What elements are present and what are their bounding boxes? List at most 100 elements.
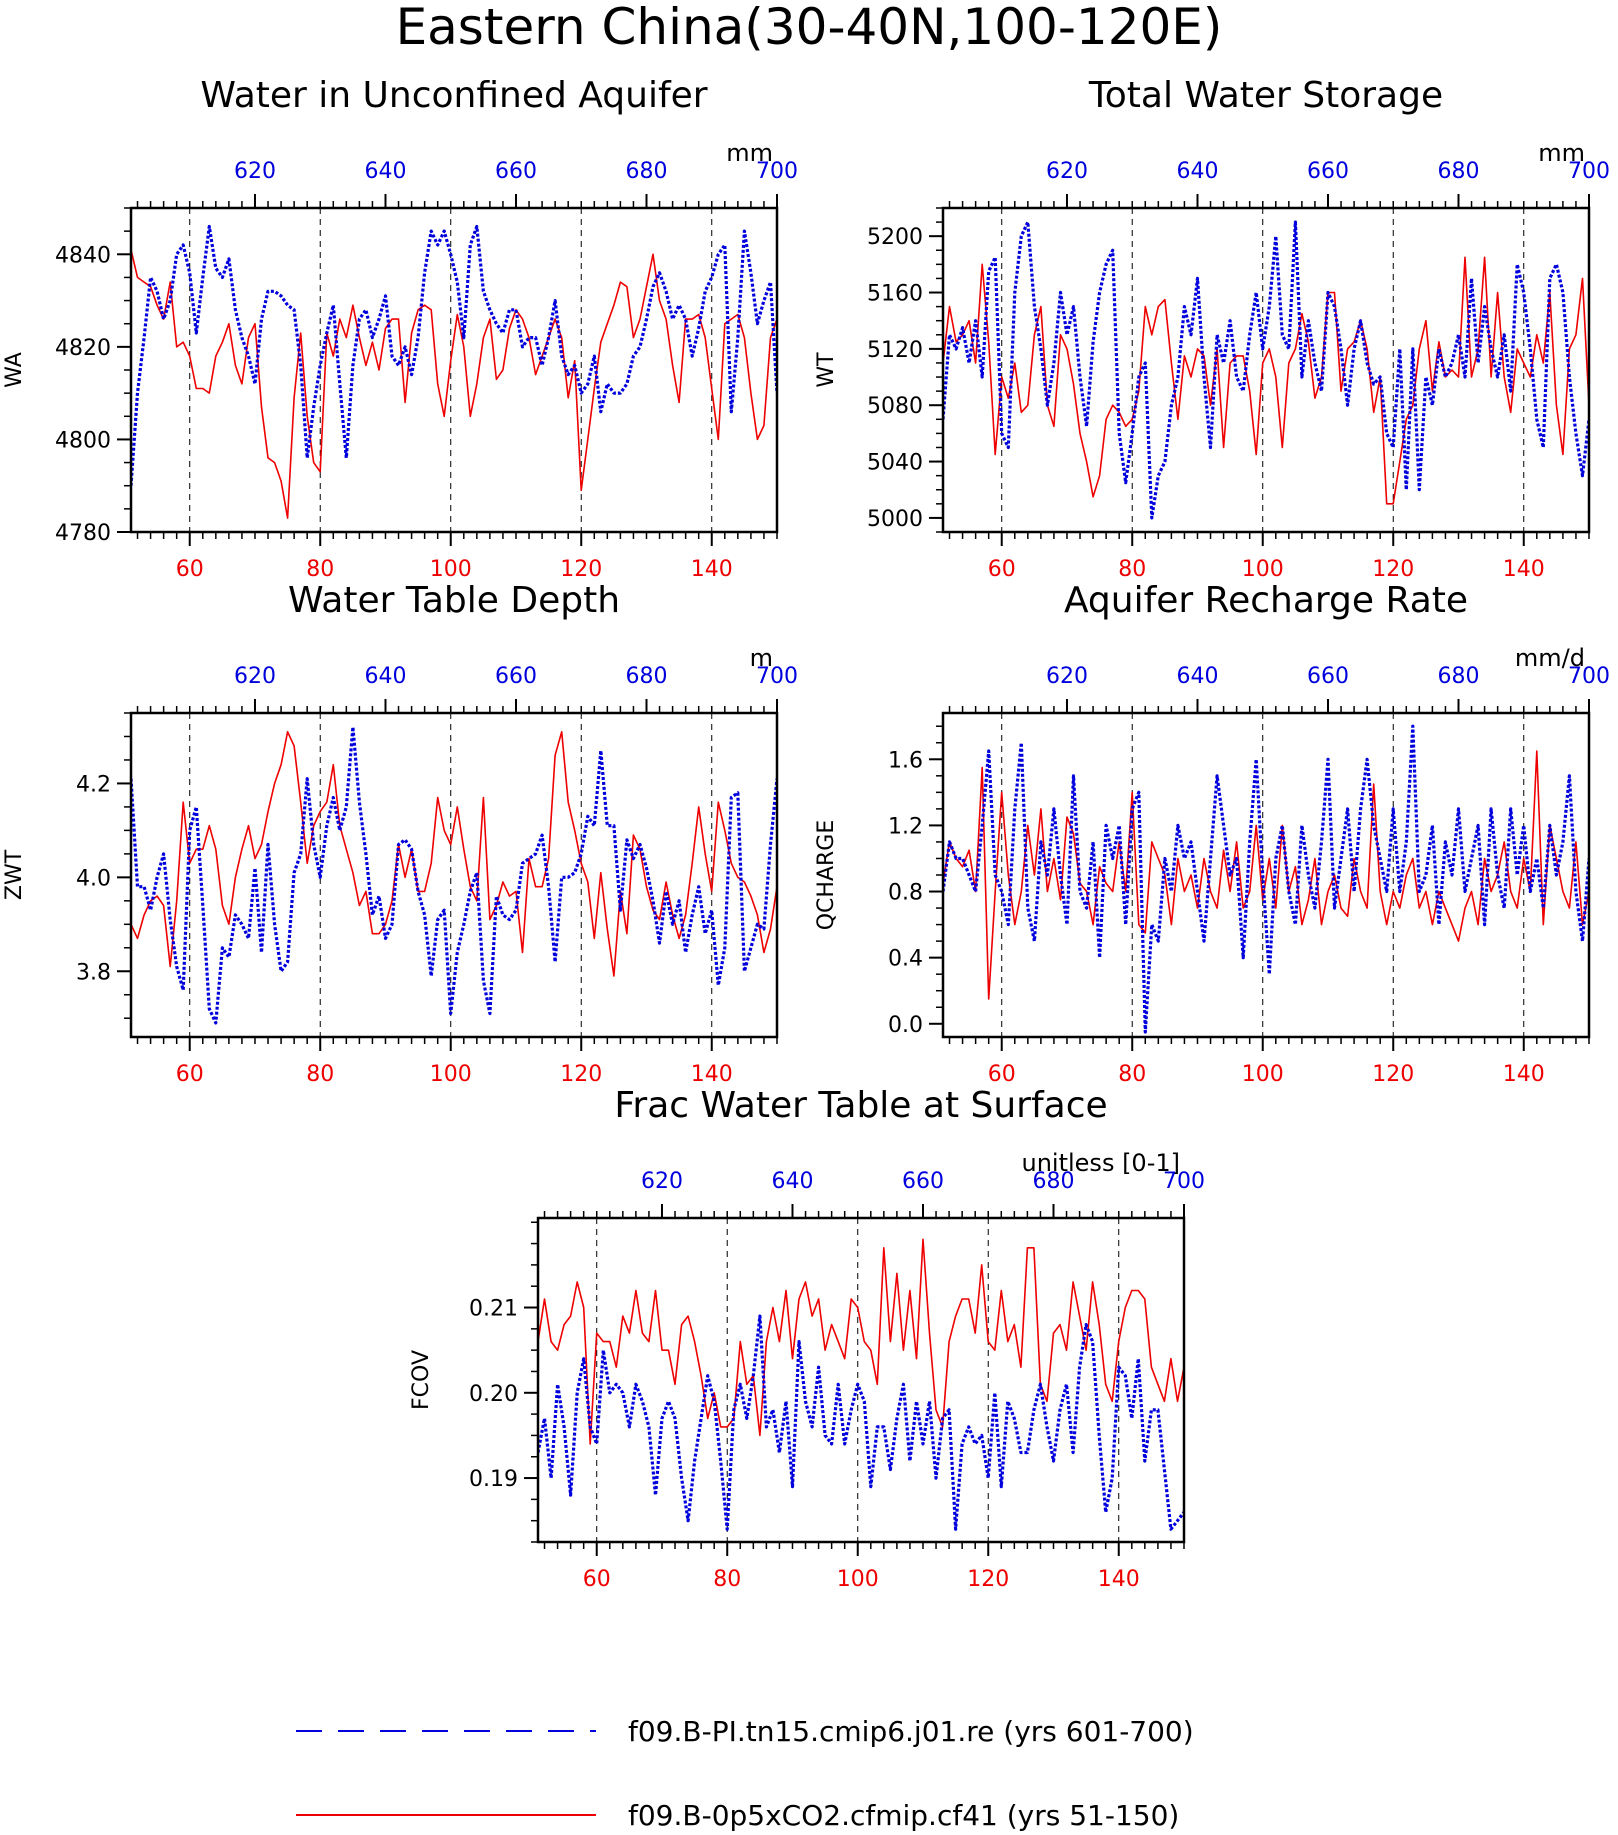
x-tick-label-top: 680 bbox=[625, 664, 667, 689]
x-tick-label-top: 680 bbox=[1032, 1169, 1074, 1194]
x-tick-label-bottom: 140 bbox=[1503, 557, 1545, 582]
panel-title: Frac Water Table at Surface bbox=[614, 1085, 1107, 1126]
y-tick-label: 0.19 bbox=[469, 1467, 518, 1492]
x-tick-label-top: 700 bbox=[756, 664, 798, 689]
x-tick-label-bottom: 100 bbox=[1242, 1062, 1284, 1087]
figure-title: Eastern China(30-40N,100-120E) bbox=[396, 0, 1223, 56]
x-tick-label-bottom: 100 bbox=[837, 1567, 879, 1592]
y-tick-label: 1.2 bbox=[888, 814, 923, 839]
y-tick-label: 4840 bbox=[55, 243, 111, 268]
x-tick-label-bottom: 120 bbox=[560, 557, 602, 582]
x-tick-label-bottom: 80 bbox=[713, 1567, 741, 1592]
x-tick-label-bottom: 140 bbox=[1098, 1567, 1140, 1592]
x-tick-label-top: 620 bbox=[1046, 664, 1088, 689]
x-tick-label-top: 640 bbox=[771, 1169, 813, 1194]
x-tick-label-top: 680 bbox=[1437, 664, 1479, 689]
x-tick-label-bottom: 120 bbox=[967, 1567, 1009, 1592]
x-tick-label-bottom: 120 bbox=[560, 1062, 602, 1087]
legend: f09.B-PI.tn15.cmip6.j01.re (yrs 601-700)… bbox=[296, 1715, 1194, 1832]
series-line-blue bbox=[943, 220, 1589, 520]
y-tick-label: 3.8 bbox=[76, 960, 111, 985]
plot-frame bbox=[941, 711, 1591, 1039]
x-tick-label-top: 660 bbox=[1307, 664, 1349, 689]
panel-2: Total Water Storage mm WT 5000 5040 5080 5120 5… bbox=[814, 75, 1610, 582]
series-line-blue bbox=[538, 1314, 1184, 1531]
x-tick-label-top: 660 bbox=[902, 1169, 944, 1194]
series-line-blue bbox=[943, 724, 1589, 1034]
x-tick-label-top: 700 bbox=[1163, 1169, 1205, 1194]
x-tick-label-top: 680 bbox=[625, 159, 667, 184]
y-tick-label: 5120 bbox=[867, 338, 923, 363]
x-tick-label-top: 640 bbox=[1176, 664, 1218, 689]
unit-label: mm bbox=[726, 139, 773, 167]
x-tick-label-top: 700 bbox=[1568, 664, 1610, 689]
y-tick-label: 4.0 bbox=[76, 866, 111, 891]
x-tick-label-top: 660 bbox=[495, 664, 537, 689]
y-tick-label: 5080 bbox=[867, 394, 923, 419]
panel-4: Aquifer Recharge Rate mm/d QCHARGE 0.0 0.4 0.… bbox=[814, 580, 1610, 1087]
y-axis-label: WT bbox=[814, 352, 839, 388]
x-tick-label-top: 620 bbox=[234, 159, 276, 184]
unit-label: mm/d bbox=[1515, 644, 1585, 672]
x-tick-label-top: 620 bbox=[1046, 159, 1088, 184]
unit-label: unitless [0-1] bbox=[1022, 1149, 1181, 1177]
x-tick-label-bottom: 60 bbox=[988, 557, 1016, 582]
x-tick-label-bottom: 80 bbox=[1118, 557, 1146, 582]
x-tick-label-bottom: 60 bbox=[176, 1062, 204, 1087]
x-tick-label-top: 640 bbox=[364, 159, 406, 184]
series-line-red bbox=[943, 256, 1589, 505]
panel-3: Water Table Depth m ZWT 3.8 4.0 4.2 60 80 100 120… bbox=[2, 580, 798, 1087]
unit-label: mm bbox=[1538, 139, 1585, 167]
y-tick-label: 0.0 bbox=[888, 1013, 923, 1038]
legend-label-red: f09.B-0p5xCO2.cfmip.cf41 (yrs 51-150) bbox=[628, 1799, 1179, 1832]
x-tick-label-bottom: 100 bbox=[430, 557, 472, 582]
series-line-red bbox=[131, 730, 777, 977]
x-tick-label-top: 700 bbox=[1568, 159, 1610, 184]
y-axis-label: QCHARGE bbox=[814, 820, 839, 931]
x-tick-label-bottom: 60 bbox=[988, 1062, 1016, 1087]
y-tick-label: 4780 bbox=[55, 521, 111, 546]
x-tick-label-bottom: 100 bbox=[430, 1062, 472, 1087]
panel-title: Total Water Storage bbox=[1088, 75, 1443, 116]
x-tick-label-bottom: 140 bbox=[1503, 1062, 1545, 1087]
x-tick-label-top: 620 bbox=[641, 1169, 683, 1194]
panel-5: Frac Water Table at Surface unitless [0-1… bbox=[409, 1085, 1205, 1592]
series-line-blue bbox=[131, 725, 777, 1025]
plot-frame bbox=[129, 711, 779, 1039]
unit-label: m bbox=[750, 644, 773, 672]
series-line-red bbox=[131, 249, 777, 519]
x-tick-label-bottom: 120 bbox=[1372, 1062, 1414, 1087]
y-tick-label: 5160 bbox=[867, 282, 923, 307]
x-tick-label-bottom: 140 bbox=[691, 557, 733, 582]
x-tick-label-top: 620 bbox=[234, 664, 276, 689]
legend-label-blue: f09.B-PI.tn15.cmip6.j01.re (yrs 601-700) bbox=[628, 1715, 1194, 1748]
series-line-blue bbox=[131, 224, 777, 486]
x-tick-label-top: 640 bbox=[364, 664, 406, 689]
x-tick-label-bottom: 140 bbox=[691, 1062, 733, 1087]
series-line-red bbox=[943, 750, 1589, 1000]
series-line-red bbox=[538, 1238, 1184, 1445]
x-tick-label-bottom: 80 bbox=[306, 557, 334, 582]
y-tick-label: 0.21 bbox=[469, 1297, 518, 1322]
x-tick-label-top: 660 bbox=[495, 159, 537, 184]
y-axis-label: FCOV bbox=[409, 1350, 434, 1410]
y-tick-label: 5200 bbox=[867, 225, 923, 250]
panel-title: Water Table Depth bbox=[288, 580, 620, 621]
x-tick-label-bottom: 60 bbox=[583, 1567, 611, 1592]
y-tick-label: 4.2 bbox=[76, 772, 111, 797]
plot-frame bbox=[129, 206, 779, 534]
panels: Water in Unconfined Aquifer mm WA 4780 4800 4… bbox=[2, 75, 1610, 1592]
y-axis-label: ZWT bbox=[2, 849, 27, 900]
plot-frame bbox=[536, 1216, 1186, 1544]
x-tick-label-bottom: 80 bbox=[1118, 1062, 1146, 1087]
plot-frame bbox=[941, 206, 1591, 534]
x-tick-label-bottom: 120 bbox=[1372, 557, 1414, 582]
y-tick-label: 0.20 bbox=[469, 1382, 518, 1407]
y-tick-label: 0.4 bbox=[888, 947, 923, 972]
y-tick-label: 0.8 bbox=[888, 881, 923, 906]
y-tick-label: 4820 bbox=[55, 336, 111, 361]
x-tick-label-top: 680 bbox=[1437, 159, 1479, 184]
x-tick-label-bottom: 60 bbox=[176, 557, 204, 582]
x-tick-label-bottom: 80 bbox=[306, 1062, 334, 1087]
